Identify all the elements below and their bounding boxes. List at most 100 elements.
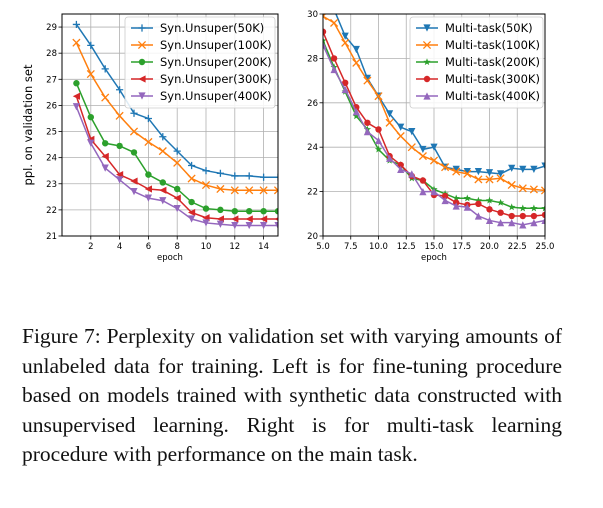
data-point (363, 128, 371, 136)
data-point (231, 215, 239, 223)
y-tick-label: 20 (307, 232, 318, 242)
legend-marker (423, 92, 431, 100)
data-point (497, 219, 505, 227)
data-point (540, 186, 545, 195)
series-Syn.Unsuper(50K) (72, 20, 278, 181)
data-point (102, 140, 109, 147)
data-point (529, 185, 538, 194)
x-tick-label: 14 (258, 242, 269, 252)
data-point (173, 204, 181, 213)
series-Syn.Unsuper(200K) (73, 80, 278, 215)
y-tick-label: 24 (307, 143, 318, 153)
data-point (474, 175, 483, 184)
data-point (159, 186, 167, 194)
x-tick-label: 22.5 (508, 242, 527, 252)
data-point (508, 219, 516, 227)
legend-marker (422, 40, 432, 50)
data-point (419, 177, 427, 184)
data-point (463, 168, 471, 176)
legend-label: Multi-task(50K) (445, 21, 533, 35)
x-tick-label: 10.0 (369, 242, 388, 252)
y-tick-label: 21 (46, 232, 57, 242)
data-point (519, 165, 527, 173)
data-point (341, 32, 349, 40)
data-point (130, 177, 138, 185)
data-point (430, 188, 438, 196)
data-point (130, 149, 138, 156)
data-point (188, 215, 196, 223)
data-point (330, 18, 339, 27)
data-point (419, 145, 427, 154)
legend-marker (423, 75, 431, 83)
x-axis-label: epoch (421, 253, 447, 263)
data-point (386, 154, 394, 162)
data-point (72, 92, 80, 100)
data-point (72, 38, 81, 47)
data-point (145, 171, 152, 178)
data-point (260, 221, 268, 230)
data-point (173, 194, 181, 202)
x-tick-label: 17.5 (452, 242, 471, 252)
data-point (452, 167, 461, 176)
data-point (259, 186, 268, 195)
data-point (323, 28, 327, 35)
data-point (144, 114, 152, 123)
data-point (374, 92, 383, 101)
y-tick-label: 26 (46, 101, 57, 111)
data-point (452, 165, 460, 173)
legend-label: Multi-task(300K) (445, 72, 540, 86)
data-point (474, 168, 482, 176)
data-point (159, 179, 166, 186)
data-point (352, 108, 360, 116)
data-point (101, 152, 109, 160)
legend-box (124, 16, 276, 109)
data-point (441, 163, 450, 172)
data-point (260, 173, 268, 181)
data-point (541, 204, 545, 212)
data-point (144, 137, 153, 147)
data-point (541, 211, 545, 219)
y-tick-label: 29 (46, 23, 57, 33)
x-tick-label: 2 (88, 242, 93, 252)
data-point (508, 164, 516, 172)
x-tick-label: 8 (174, 242, 179, 252)
data-point (246, 207, 253, 215)
data-point (508, 212, 515, 220)
legend-label: Syn.Unsuper(300K) (160, 72, 272, 86)
data-point (352, 45, 360, 54)
data-point (486, 206, 493, 213)
data-point (352, 58, 361, 67)
y-tick-label: 28 (307, 54, 318, 64)
y-tick-label: 23 (46, 180, 57, 190)
data-point (463, 169, 472, 178)
data-point (73, 80, 80, 87)
data-point (418, 152, 427, 161)
y-tick-label: 27 (46, 75, 57, 85)
legend-label: Syn.Unsuper(400K) (160, 89, 272, 103)
legend-label: Syn.Unsuper(200K) (160, 55, 272, 69)
data-point (245, 172, 253, 180)
data-point (87, 41, 95, 49)
data-point (260, 215, 268, 223)
x-tick-label: 10 (201, 242, 212, 252)
data-point (159, 133, 167, 141)
data-point (385, 118, 394, 127)
data-point (441, 196, 449, 205)
legend: Multi-task(50K) Multi-task(100K) Multi-tas… (409, 16, 544, 109)
data-point (374, 136, 383, 145)
data-point (130, 109, 138, 117)
data-point (496, 198, 505, 206)
data-point (397, 161, 404, 169)
x-tick-label: 6 (146, 242, 151, 252)
data-point (87, 113, 95, 121)
legend-marker (137, 40, 147, 50)
data-point (397, 165, 405, 173)
x-tick-label: 7.5 (344, 242, 358, 252)
data-point (342, 79, 349, 87)
data-point (174, 185, 181, 193)
data-point (323, 36, 327, 44)
y-axis-label: ppl. on validation set (21, 64, 35, 185)
legend-marker (138, 75, 146, 83)
data-point (144, 194, 152, 202)
